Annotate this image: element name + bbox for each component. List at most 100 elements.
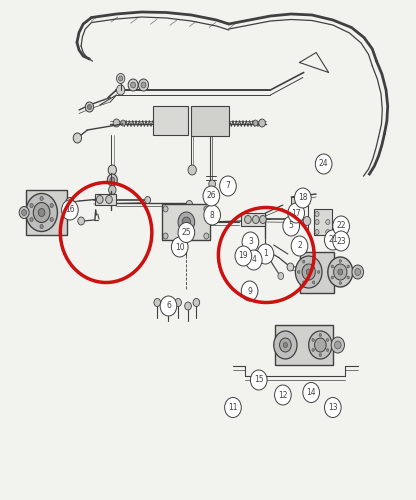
Circle shape [253,216,259,224]
Circle shape [257,244,274,264]
Circle shape [204,206,209,212]
Circle shape [278,272,284,280]
Circle shape [33,202,50,222]
Circle shape [188,165,196,175]
Circle shape [245,250,262,270]
Circle shape [106,196,112,203]
Circle shape [319,354,322,356]
Circle shape [326,230,330,234]
Circle shape [66,198,74,207]
Circle shape [328,257,353,287]
Circle shape [331,276,334,279]
Circle shape [302,281,305,284]
Circle shape [245,216,251,224]
Text: 11: 11 [228,403,238,412]
Text: 9: 9 [247,286,252,296]
Circle shape [315,230,319,234]
Circle shape [312,281,315,284]
Circle shape [107,174,117,186]
Circle shape [339,282,342,284]
Circle shape [110,177,115,183]
Circle shape [297,210,299,212]
Circle shape [352,265,364,279]
Circle shape [295,208,301,214]
Circle shape [334,264,347,280]
Circle shape [73,133,82,143]
Circle shape [326,348,329,352]
Text: 21: 21 [328,236,337,244]
Text: 19: 19 [238,252,248,260]
Circle shape [250,370,267,390]
Circle shape [312,348,314,352]
Circle shape [186,200,193,208]
Circle shape [331,265,334,268]
Circle shape [241,281,258,301]
Circle shape [141,82,146,88]
Circle shape [235,246,252,266]
Circle shape [154,298,161,306]
Circle shape [287,263,294,271]
Circle shape [178,222,195,242]
Bar [241,213,265,226]
Circle shape [178,212,195,232]
Circle shape [85,102,94,112]
Circle shape [160,296,177,316]
Circle shape [274,331,297,359]
Circle shape [315,154,332,174]
Circle shape [119,76,123,81]
Circle shape [303,216,311,226]
Circle shape [319,334,322,336]
Circle shape [338,269,343,275]
Text: 4: 4 [251,256,256,264]
Circle shape [315,212,319,216]
Text: 26: 26 [206,192,216,200]
Circle shape [347,276,349,279]
Circle shape [50,204,53,208]
Circle shape [30,218,33,222]
Circle shape [283,216,300,236]
Circle shape [62,200,78,220]
Circle shape [204,233,209,239]
Circle shape [306,269,311,275]
Text: 17: 17 [291,208,301,218]
Circle shape [165,302,172,310]
Text: 7: 7 [225,182,230,190]
Circle shape [145,196,151,203]
Text: 25: 25 [181,228,191,237]
Circle shape [185,302,191,310]
Circle shape [203,186,220,206]
Circle shape [339,260,342,262]
Text: 24: 24 [319,160,329,168]
Circle shape [283,342,287,347]
Circle shape [26,194,57,232]
Text: 8: 8 [210,210,215,220]
Circle shape [295,188,311,208]
Circle shape [295,214,301,222]
Circle shape [331,337,344,353]
Bar [191,106,229,136]
Circle shape [324,398,341,417]
Circle shape [40,196,43,200]
Circle shape [297,202,299,205]
Text: 3: 3 [248,238,253,246]
Text: 13: 13 [328,403,338,412]
Circle shape [139,79,149,91]
Circle shape [19,206,29,218]
Circle shape [309,331,332,359]
Circle shape [355,268,361,276]
Circle shape [295,256,322,288]
Bar [291,197,295,221]
Circle shape [113,119,120,127]
Circle shape [38,208,45,216]
Circle shape [108,165,116,175]
Bar [153,106,188,135]
Circle shape [131,82,136,88]
Circle shape [326,338,329,342]
Circle shape [275,385,291,405]
Circle shape [302,264,315,280]
Text: 15: 15 [254,376,264,384]
Circle shape [317,270,320,274]
Circle shape [193,298,200,306]
Circle shape [121,120,126,126]
Circle shape [315,220,319,224]
